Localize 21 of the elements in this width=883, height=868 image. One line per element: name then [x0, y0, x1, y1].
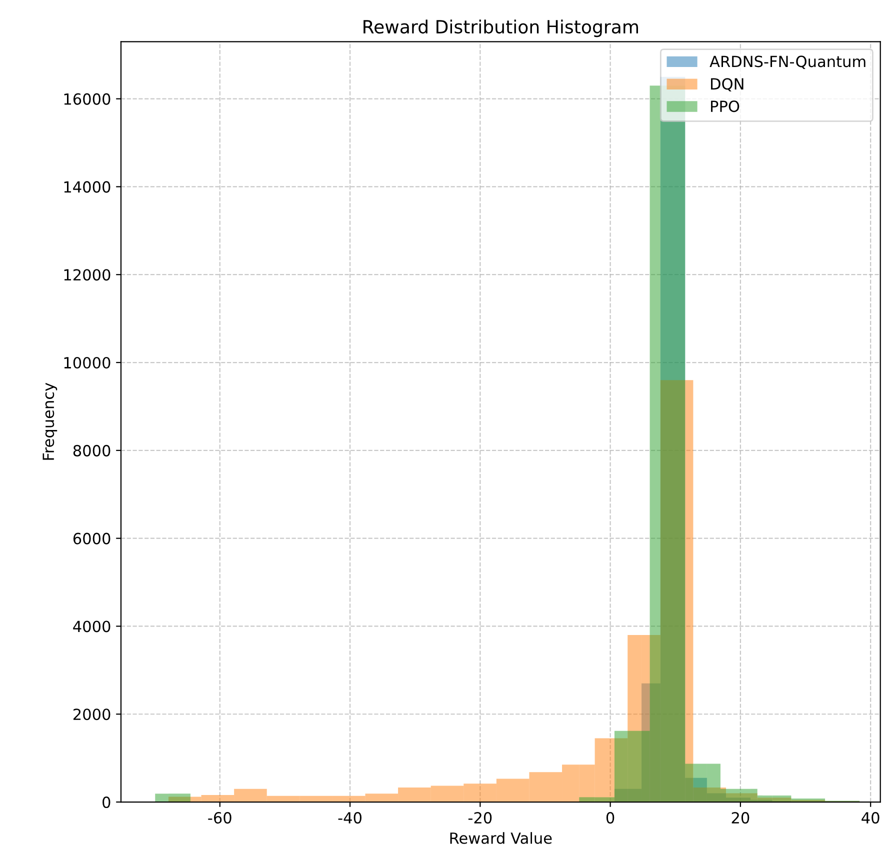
y-tick-label: 16000 [64, 93, 110, 105]
legend-label: PPO [711, 100, 740, 112]
chart-title: Reward Distribution Histogram [364, 20, 638, 38]
y-tick-label: 2000 [73, 708, 110, 720]
y-tick-label: 4000 [73, 620, 110, 632]
legend-label: ARDNS-FN-Quantum [710, 56, 866, 69]
y-axis-title: Frequency [42, 382, 58, 460]
y-tick-label: 6000 [73, 532, 110, 544]
y-tick-label: 8000 [73, 444, 110, 456]
y-tick-label: 12000 [64, 269, 110, 281]
y-tick-label: 14000 [64, 181, 110, 193]
x-tick-label: 40 [862, 812, 880, 824]
x-axis-title: Reward Value [450, 832, 552, 844]
x-tick-label: -60 [208, 812, 232, 824]
y-tick-label: 0 [102, 796, 110, 808]
x-tick-label: -40 [338, 812, 362, 824]
x-tick-label: 20 [732, 812, 750, 824]
y-tick-label: 10000 [64, 356, 110, 369]
legend-label: DQN [711, 78, 744, 92]
x-tick-label: -20 [468, 812, 492, 824]
x-tick-label: 0 [606, 812, 614, 824]
